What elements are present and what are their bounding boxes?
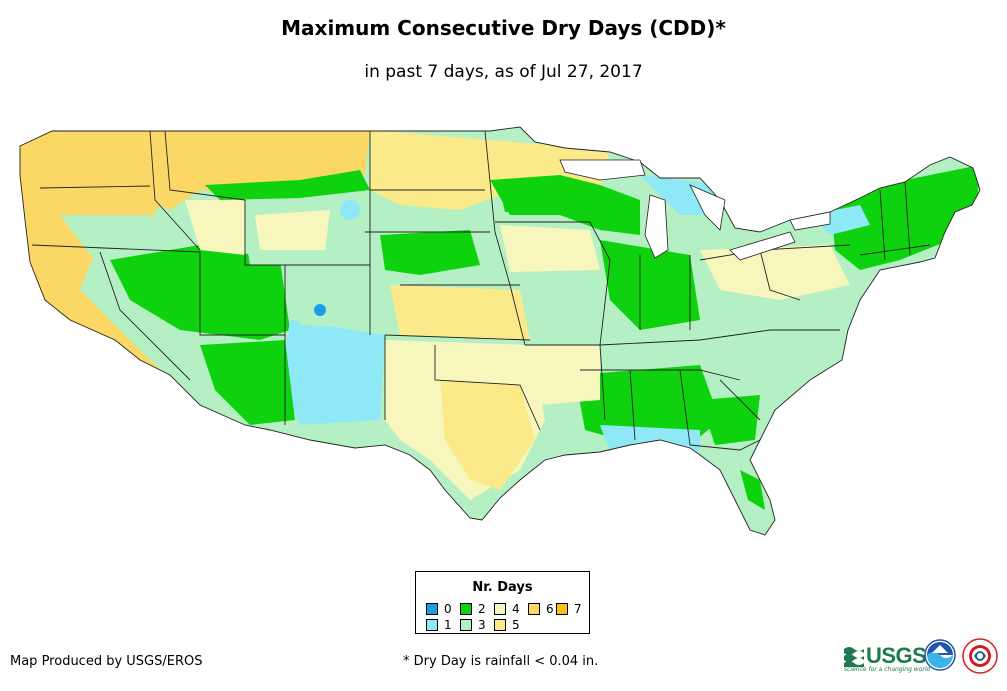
legend-item-1: 1: [426, 617, 452, 632]
legend-label-4: 4: [512, 601, 520, 616]
legend-swatch-7: [556, 602, 568, 615]
region-idaho-4: [185, 200, 245, 255]
legend-item-4: 4: [494, 601, 520, 616]
region-arkansas-4: [530, 345, 600, 405]
legend: Nr. Days 0 1 2 3 4 5 6 7: [415, 571, 590, 634]
legend-swatch-1: [426, 618, 438, 631]
legend-swatch-4: [494, 602, 506, 615]
legend-label-6: 6: [546, 601, 554, 616]
legend-item-6: 6: [528, 601, 554, 616]
patch-rockies-1: [340, 200, 360, 220]
legend-label-5: 5: [512, 617, 520, 632]
usgs-logo: USGS: [844, 643, 927, 669]
map-subtitle: in past 7 days, as of Jul 27, 2017: [364, 62, 643, 82]
region-montana-6: [150, 130, 370, 210]
region-southwest-1: [280, 320, 385, 425]
nws-logo-icon: [962, 638, 998, 674]
legend-item-3: 3: [460, 617, 486, 632]
region-montana-2: [205, 170, 370, 200]
legend-swatch-6: [528, 602, 540, 615]
region-central-plains-5: [390, 285, 530, 340]
legend-item-7: 7: [556, 601, 582, 616]
great-lakes: [559, 159, 831, 261]
legend-swatch-3: [460, 618, 472, 631]
dry-day-footnote: * Dry Day is rainfall < 0.04 in.: [403, 654, 599, 669]
region-northwest-3: [60, 215, 150, 255]
region-iowa-4: [500, 225, 600, 272]
map-title: Maximum Consecutive Dry Days (CDD)*: [281, 16, 726, 40]
legend-item-2: 2: [460, 601, 486, 616]
legend-label-1: 1: [444, 617, 452, 632]
legend-item-0: 0: [426, 601, 452, 616]
state-boundaries: [19, 126, 981, 536]
legend-label-2: 2: [478, 601, 486, 616]
legend-label-3: 3: [478, 617, 486, 632]
legend-swatch-2: [460, 602, 472, 615]
legend-item-5: 5: [494, 617, 520, 632]
region-arizona-2: [200, 340, 295, 425]
legend-swatch-0: [426, 602, 438, 615]
region-texas-5: [440, 380, 535, 490]
legend-title: Nr. Days: [472, 580, 533, 595]
region-colorado-3: [285, 270, 400, 330]
region-nebraska-2: [380, 230, 480, 275]
patch-rockies-0: [314, 304, 326, 316]
usgs-tagline: science for a changing world: [844, 666, 931, 673]
region-georgia-2: [700, 395, 760, 445]
map-credit: Map Produced by USGS/EROS: [10, 654, 203, 669]
region-mid-atlantic-4: [700, 245, 850, 300]
region-deep-south-2: [575, 365, 720, 445]
region-north-dakota-2: [500, 185, 560, 212]
usgs-logo-text: USGS: [866, 643, 927, 668]
noaa-logo-icon: [924, 639, 956, 671]
legend-label-0: 0: [444, 601, 452, 616]
region-wyoming-4: [255, 210, 330, 250]
usgs-wave-icon: [844, 647, 864, 667]
region-florida-2: [740, 470, 765, 510]
legend-swatch-5: [494, 618, 506, 631]
legend-label-7: 7: [574, 601, 582, 616]
patch-texas-1: [348, 358, 372, 382]
region-ohio-valley-2: [600, 240, 700, 330]
